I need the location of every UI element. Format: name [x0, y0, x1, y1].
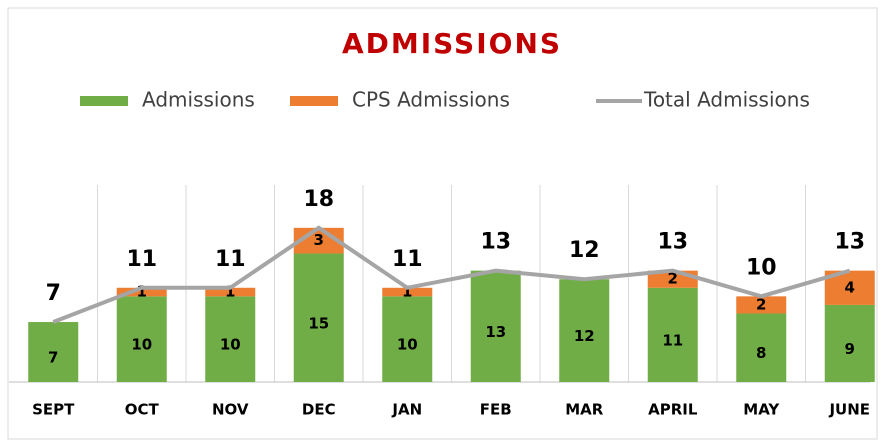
data-label: 12 [574, 327, 595, 345]
x-tick-label: MAY [743, 401, 780, 419]
total-label: 7 [46, 281, 61, 306]
data-label: 9 [845, 340, 855, 358]
bar [293, 253, 344, 382]
x-tick-label: APRIL [648, 401, 698, 419]
total-label: 10 [746, 255, 777, 280]
data-label: 4 [845, 278, 855, 296]
total-label: 13 [480, 230, 511, 255]
data-label: 8 [756, 344, 766, 362]
bar [205, 296, 256, 382]
legend-label: CPS Admissions [352, 88, 510, 112]
total-label: 11 [392, 247, 423, 272]
x-tick-label: SEPT [32, 401, 75, 419]
total-label: 18 [303, 187, 334, 212]
legend-label: Total Admissions [643, 88, 810, 112]
bar [736, 296, 787, 314]
data-label: 10 [397, 336, 418, 354]
bar [205, 287, 256, 297]
bar [116, 296, 167, 382]
bar [116, 287, 167, 297]
data-label: 10 [131, 336, 152, 354]
chart-title: ADMISSIONS [342, 27, 562, 60]
legend-swatch [290, 96, 338, 106]
bar [559, 279, 610, 382]
bar [382, 296, 433, 382]
data-label: 11 [662, 331, 683, 349]
data-label: 13 [485, 323, 506, 341]
legend-label: Admissions [142, 88, 255, 112]
data-label: 3 [314, 231, 324, 249]
total-label: 12 [569, 238, 600, 263]
bar [28, 322, 79, 382]
bar [736, 313, 787, 382]
bar [824, 304, 875, 382]
legend-swatch [80, 96, 128, 106]
data-label: 2 [668, 270, 678, 288]
x-tick-label: NOV [212, 401, 249, 419]
x-tick-label: JUNE [828, 401, 870, 419]
x-tick-label: JAN [391, 401, 422, 419]
data-label: 10 [220, 336, 241, 354]
data-label: 1 [137, 283, 147, 301]
data-label: 15 [308, 314, 329, 332]
bar [382, 287, 433, 297]
bar [470, 270, 521, 382]
total-label: 13 [657, 230, 688, 255]
data-label: 1 [225, 283, 235, 301]
x-tick-label: FEB [480, 401, 512, 419]
data-label: 7 [48, 349, 58, 367]
x-tick-label: DEC [302, 401, 336, 419]
total-label: 11 [215, 247, 246, 272]
bar [647, 287, 698, 382]
data-label: 2 [756, 295, 766, 313]
x-tick-label: MAR [565, 401, 604, 419]
total-label: 11 [126, 247, 157, 272]
x-tick-label: OCT [125, 401, 160, 419]
total-label: 13 [834, 230, 865, 255]
total-line [52, 225, 851, 324]
data-label: 1 [402, 283, 412, 301]
